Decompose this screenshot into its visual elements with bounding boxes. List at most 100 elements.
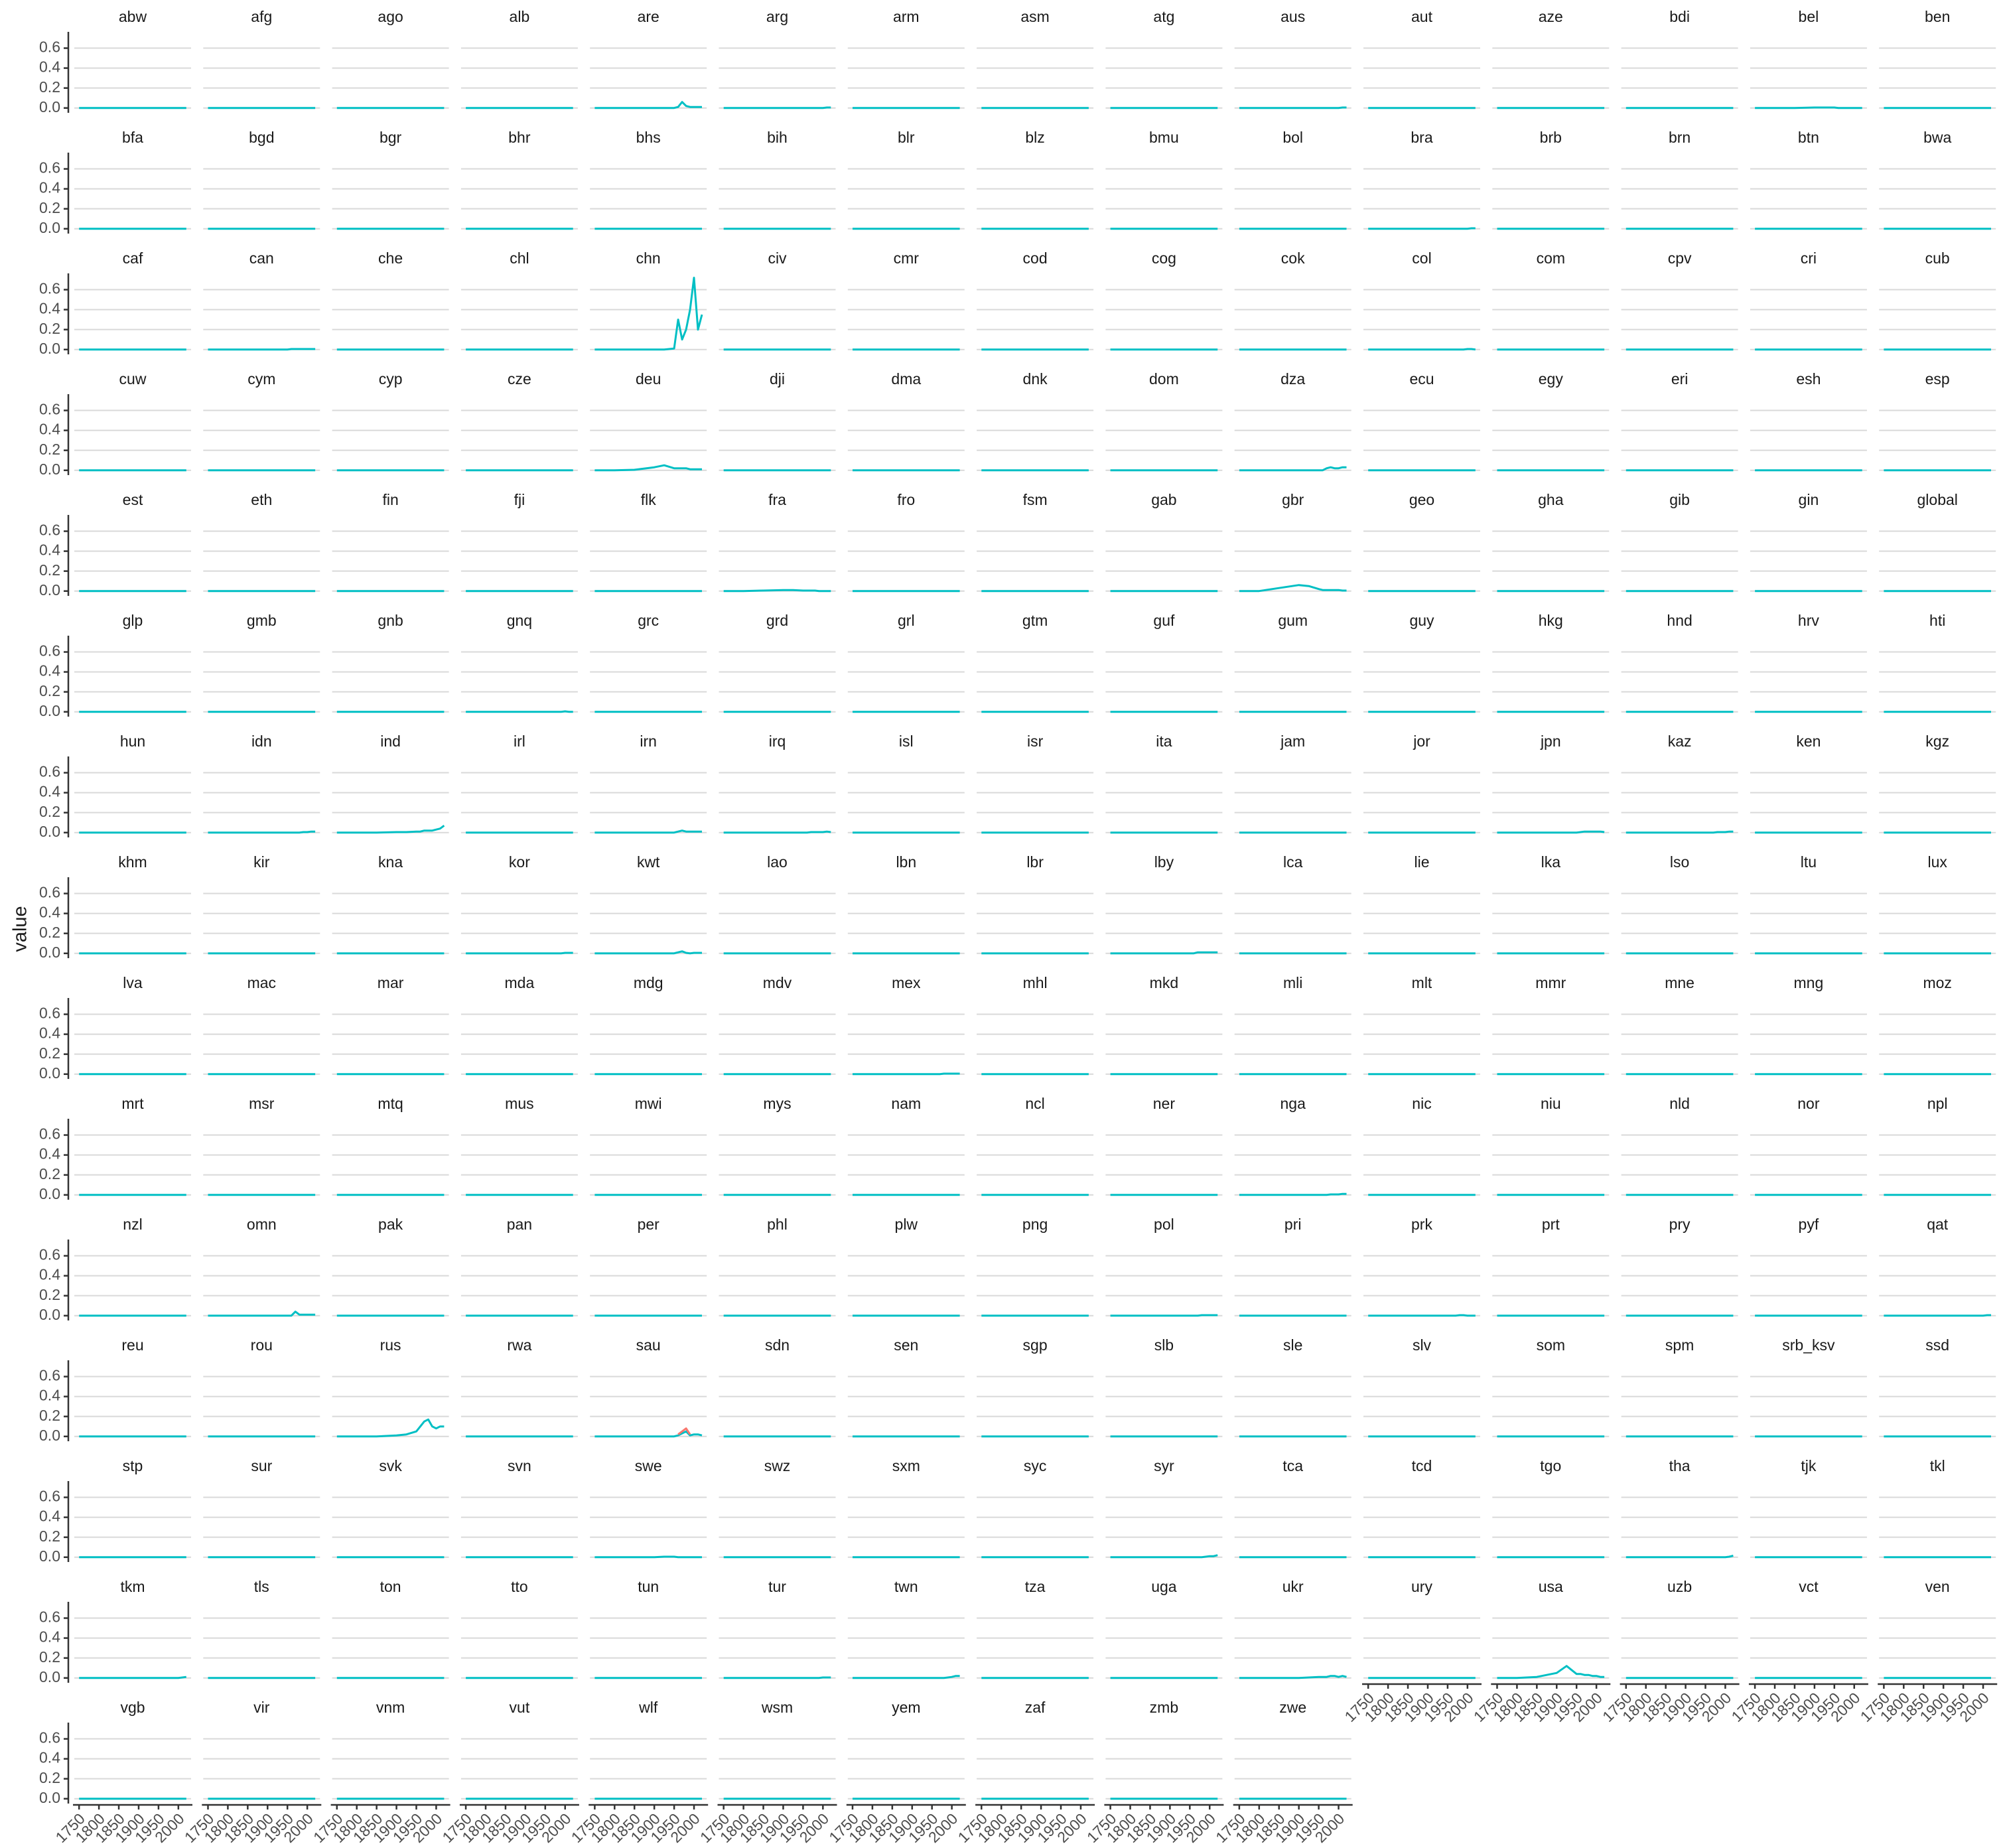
panel-title: khm [118,853,147,871]
panel-title: lbr [1026,853,1044,871]
panel-title: zwe [1279,1699,1306,1716]
data-line [336,1418,445,1438]
panel-title: bgr [380,129,402,146]
panel-title: mar [378,974,404,991]
panel-title: syr [1154,1457,1174,1474]
panel-title: cym [247,370,275,388]
y-tick-label: 0.4 [39,783,60,800]
panel-title: pyf [1799,1216,1819,1233]
y-tick-label: 0.2 [39,1769,60,1786]
y-tick-label: 0.0 [39,1064,60,1082]
panel-title: ton [380,1578,401,1595]
panel-title: ken [1796,733,1821,750]
panel-title: tls [254,1578,269,1595]
panel-title: moz [1923,974,1951,991]
panel-title: dnk [1023,370,1048,388]
y-tick-label: 0.2 [39,682,60,699]
panel-title: ncl [1025,1095,1044,1112]
panel-title: kir [253,853,270,871]
data-line [1239,584,1347,593]
panel-title: ven [1925,1578,1950,1595]
panel-title: zaf [1025,1699,1046,1716]
y-tick-label: 0.0 [39,340,60,357]
y-tick-label: 0.0 [39,1306,60,1323]
panel-title: chn [636,249,661,267]
y-axis-label: value [10,906,31,952]
y-tick-label: 0.2 [39,199,60,216]
data-line [1884,1314,1991,1317]
panel-title: fra [768,491,786,508]
y-tick-label: 0.0 [39,1668,60,1685]
panel-title: vgb [120,1699,145,1716]
y-tick-label: 0.2 [39,1407,60,1424]
panel-title: bwa [1923,129,1951,146]
y-tick-label: 0.6 [39,159,60,177]
panel-title: ita [1156,733,1172,750]
panel-title: rou [251,1336,273,1354]
panel-title: irq [769,733,786,750]
panel-title: dma [891,370,921,388]
panel-title: bmu [1149,129,1179,146]
panel-title: fin [382,491,398,508]
y-tick-label: 0.6 [39,1729,60,1746]
data-line [1497,1665,1605,1679]
data-line [1625,830,1734,834]
data-line [79,1675,186,1679]
panel-title: twn [894,1578,918,1595]
data-line [594,1430,703,1438]
panel-title: civ [768,249,787,267]
data-line [594,950,702,955]
y-tick-label: 0.4 [39,1025,60,1042]
data-line [853,1675,960,1679]
y-tick-label: 0.4 [39,541,60,559]
y-tick-label: 0.2 [39,1044,60,1062]
data-line [466,710,573,713]
panel-title: yem [892,1699,920,1716]
panel-title: bra [1411,129,1432,146]
data-line [1497,830,1605,834]
panel-title: sur [251,1457,272,1474]
panel-title: mda [505,974,535,991]
panel-title: vnm [376,1699,405,1716]
panel-title: nld [1669,1095,1690,1112]
panel-title: kor [509,853,530,871]
data-line [336,825,445,834]
data-line [1110,951,1218,955]
data-line [594,277,703,351]
panel-title: nor [1797,1095,1820,1112]
panel-title: mrt [121,1095,144,1112]
data-line [723,106,831,109]
data-line [1368,348,1476,351]
panel-title: chl [510,249,529,267]
panel-title: gab [1151,491,1176,508]
y-tick-label: 0.4 [39,1628,60,1646]
panel-title: afg [251,8,272,25]
panel-title: sxm [892,1457,920,1474]
panel-title: cuw [119,370,147,388]
panel-title: jor [1413,733,1430,750]
panel-title: ltu [1801,853,1817,871]
panel-title: fsm [1023,491,1048,508]
y-tick-label: 0.6 [39,1367,60,1384]
data-line [208,830,316,834]
data-line [594,101,702,109]
panel-title: prk [1411,1216,1432,1233]
y-tick-label: 0.6 [39,763,60,780]
panel-title: spm [1665,1336,1694,1354]
panel-title: ury [1411,1578,1432,1595]
y-tick-label: 0.0 [39,461,60,478]
panel-title: bhs [636,129,661,146]
y-tick-label: 0.0 [39,98,60,115]
panel-title: sdn [765,1336,790,1354]
y-tick-label: 0.2 [39,1648,60,1666]
panel-title: esp [1925,370,1950,388]
panel-title: grc [638,612,659,629]
panel-title: mac [247,974,276,991]
panel-title: brn [1669,129,1691,146]
panel-title: caf [123,249,143,267]
y-tick-label: 0.4 [39,1387,60,1404]
panel-title: omn [247,1216,277,1233]
panel-title: hkg [1539,612,1563,629]
panel-title: tur [768,1578,786,1595]
panel-title: png [1022,1216,1048,1233]
